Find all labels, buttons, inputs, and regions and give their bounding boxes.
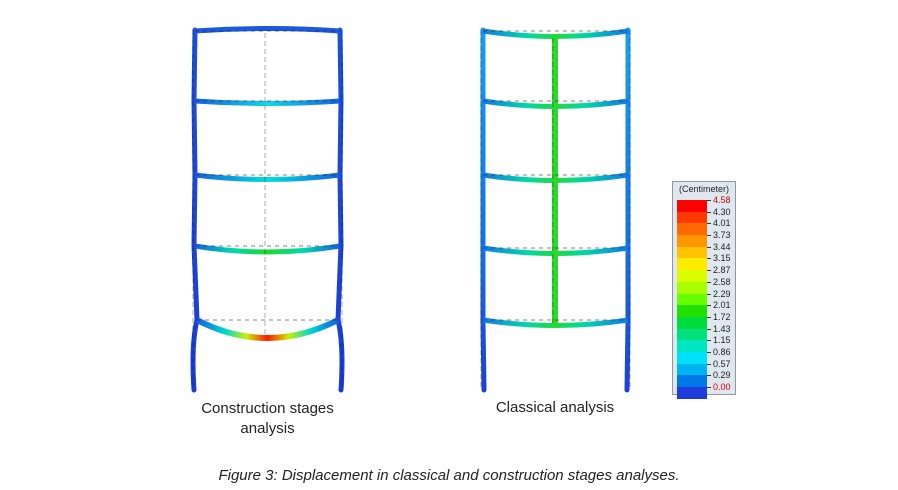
classical-analysis-caption: Classical analysis [495,399,615,416]
figure-caption: Figure 3: Displacement in classical and … [218,467,680,484]
legend-label: 1.72 [713,311,731,322]
legend-level: 4.01 [677,218,731,236]
legend-label: 0.57 [713,358,731,369]
legend-tick [707,351,711,353]
legend-level: 0.29 [677,370,731,387]
legend-tick [707,340,711,342]
legend-level: 2.58 [677,277,731,294]
classical-analysis-frame [480,27,631,393]
legend-swatch [677,316,707,329]
right-beam-roof [482,28,629,39]
legend-label: 2.01 [713,300,731,311]
legend-level: 2.01 [677,300,731,317]
legend-swatch [677,223,707,236]
right-column-outline [480,30,631,390]
legend-tick [707,305,711,307]
legend-level: 4.58 [677,195,731,212]
construction-stages-frame [190,26,345,393]
legend-level: 0.57 [677,359,731,376]
legend-label: 3.15 [713,253,731,264]
legend-tick [707,293,711,295]
right-undeformed-shape [483,30,628,321]
left-beam-roof [194,26,341,34]
legend-swatch [677,293,707,306]
legend-swatch [677,351,707,364]
legend-level: 4.30 [677,207,731,224]
legend-tick [707,200,711,201]
legend-level: 1.72 [677,312,731,329]
legend-tick [707,375,711,377]
legend-tick [707,223,711,225]
legend-label: 0.86 [713,346,731,357]
legend-level: 2.29 [677,289,731,306]
legend-swatch [677,375,707,387]
legend-tick [707,211,711,213]
legend-scale: 4.58 4.30 4.01 3.73 3.44 3.15 2.87 2.58 2.29 2.01… [677,195,731,399]
legend-swatch [677,258,707,271]
legend-tick [707,258,711,260]
legend-level: 3.73 [677,230,731,247]
legend-swatch [677,200,707,212]
legend-tick [707,387,711,388]
legend-label: 2.29 [713,288,731,299]
legend-tick [707,363,711,365]
legend-tick [707,235,711,237]
left-undeformed-shape [195,30,340,321]
legend-swatch [677,270,707,282]
legend-label: 3.73 [713,230,731,241]
legend-level: 1.43 [677,324,731,341]
legend-label: 1.15 [713,335,731,346]
legend-swatch [677,340,707,352]
legend-tick [707,328,711,330]
left-column-outline [192,30,343,390]
legend-tick [707,316,711,318]
construction-stages-caption-line1: Construction stages [201,400,334,417]
legend-swatch [677,305,707,317]
legend-tick [707,246,711,248]
legend-label: 4.58 [713,195,731,205]
legend-swatch [677,328,707,341]
legend-level: 0.00 [677,382,731,399]
legend-level: 3.15 [677,253,731,271]
legend-label: 0.29 [713,370,731,381]
legend-label: 2.58 [713,276,731,287]
legend-label: 3.44 [713,241,731,252]
legend-label: 4.30 [713,206,731,217]
left-column-left [190,27,200,393]
right-column-right [624,27,631,393]
legend-label: 0.00 [713,382,731,392]
legend-label: 1.43 [713,323,731,334]
legend-swatch [677,363,707,376]
displacement-legend: (Centimeter) 4.58 4.30 4.01 3.73 3.44 3.15 2.8… [672,181,736,399]
legend-swatch [677,387,707,399]
legend-tick [707,270,711,272]
legend-tick [707,281,711,283]
right-column-left [480,27,487,393]
legend-level: 3.44 [677,242,731,259]
legend-swatch [677,281,707,294]
legend-swatch [677,246,707,259]
legend-level: 1.15 [677,335,731,352]
construction-stages-caption-line2: analysis [240,420,295,437]
construction-stages-caption: Construction stages analysis [180,399,355,439]
legend-label: 4.01 [713,218,731,229]
left-column-right [335,27,345,393]
legend-level: 2.87 [677,265,731,282]
legend-swatch [677,235,707,247]
legend-level: 0.86 [677,347,731,364]
legend-swatch [677,211,707,224]
left-beam-floor-1 [195,317,340,341]
legend-label: 2.87 [713,265,731,276]
legend-title: (Centimeter) [678,184,729,194]
